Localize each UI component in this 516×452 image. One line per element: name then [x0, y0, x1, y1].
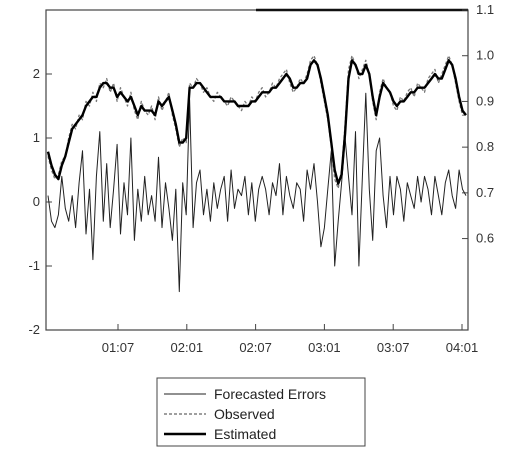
x-tick-label: 01:07	[102, 340, 135, 355]
right-tick-label: 0.7	[476, 185, 494, 200]
series-line-observed	[47, 55, 466, 189]
legend-label-estimated: Estimated	[214, 426, 276, 442]
x-tick-label: 02:07	[239, 340, 272, 355]
legend: Forecasted Errors Observed Estimated	[156, 377, 366, 447]
x-tick-label: 03:07	[377, 340, 410, 355]
left-tick-label: 2	[33, 66, 40, 81]
ticks-layer	[46, 9, 468, 331]
left-tick-label: -2	[28, 322, 40, 337]
right-tick-label: 1.1	[476, 2, 494, 17]
series-layer	[46, 55, 467, 293]
plot-frame	[45, 9, 469, 331]
series-line-forecasted-errors	[47, 92, 467, 293]
labels-layer: 2 1 0 -1 -2 1.1 1.0 0.9 0.8 0.7 0.6 01:07 02:01 02:07…	[28, 2, 494, 355]
right-tick-label: 0.6	[476, 231, 494, 246]
left-tick-label: 0	[33, 194, 40, 209]
left-tick-label: -1	[28, 258, 40, 273]
right-tick-label: 0.8	[476, 139, 494, 154]
right-tick-label: 1.0	[476, 48, 494, 63]
right-tick-label: 0.9	[476, 93, 494, 108]
legend-label-observed: Observed	[214, 406, 275, 422]
x-tick-label: 04:01	[446, 340, 479, 355]
series-line-estimated	[46, 59, 467, 185]
legend-label-forecasted-errors: Forecasted Errors	[214, 386, 326, 402]
x-tick-label: 02:01	[171, 340, 204, 355]
left-tick-label: 1	[33, 130, 40, 145]
x-tick-label: 03:01	[308, 340, 341, 355]
